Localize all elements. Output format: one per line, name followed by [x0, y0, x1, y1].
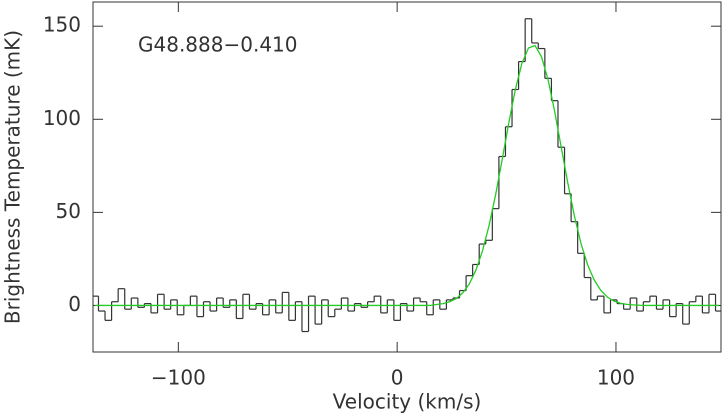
y-axis-label: Brightness Temperature (mK) [1, 30, 25, 324]
y-tick-label: 150 [43, 13, 81, 37]
y-tick-label: 50 [56, 199, 81, 223]
plot-frame [92, 1, 722, 353]
fit-line [95, 44, 719, 307]
annotation: G48.888−0.410 [138, 33, 298, 57]
x-tick-label: −100 [151, 366, 206, 390]
y-tick-label: 0 [68, 292, 81, 316]
x-tick-label: 100 [597, 366, 635, 390]
x-axis-label: Velocity (km/s) [333, 390, 482, 414]
x-tick-label: 0 [391, 366, 404, 390]
y-tick-label: 100 [43, 106, 81, 130]
